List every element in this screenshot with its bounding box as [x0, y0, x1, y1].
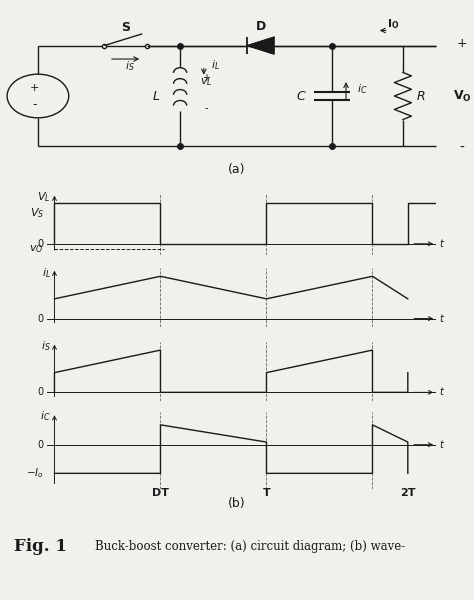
Text: +: +: [202, 73, 210, 83]
Text: $i_L$: $i_L$: [42, 266, 51, 280]
Text: $\mathbf{V_O}$: $\mathbf{V_O}$: [453, 88, 472, 104]
Text: $V_L$: $V_L$: [37, 190, 51, 204]
Text: R: R: [417, 89, 425, 103]
Text: $i_S$: $i_S$: [41, 340, 51, 353]
Text: 2T: 2T: [400, 488, 416, 498]
Text: $i_S$: $i_S$: [126, 59, 135, 73]
Text: Fig. 1: Fig. 1: [14, 538, 67, 555]
Text: S: S: [121, 20, 130, 34]
Text: DT: DT: [152, 488, 169, 498]
Text: t: t: [439, 388, 444, 397]
Text: $V_S$: $V_S$: [29, 206, 44, 220]
Text: (a): (a): [228, 163, 246, 176]
Text: $-I_o$: $-I_o$: [26, 466, 44, 480]
Text: t: t: [439, 314, 444, 323]
Polygon shape: [247, 37, 274, 54]
Text: T: T: [263, 488, 270, 498]
Text: $v_O$: $v_O$: [29, 243, 44, 255]
Text: $v_L$: $v_L$: [200, 77, 212, 88]
Text: $i_C$: $i_C$: [40, 409, 51, 423]
Text: 0: 0: [38, 388, 44, 397]
Text: t: t: [439, 440, 444, 449]
Text: Buck-boost converter: (a) circuit diagram; (b) wave-: Buck-boost converter: (a) circuit diagra…: [95, 540, 405, 553]
Text: +: +: [457, 37, 467, 50]
Text: 0: 0: [38, 239, 44, 249]
Text: D: D: [255, 20, 266, 32]
Text: +: +: [29, 83, 39, 92]
Text: C: C: [297, 89, 305, 103]
Text: -: -: [460, 141, 465, 155]
Text: -: -: [204, 103, 208, 113]
Text: $\mathbf{I_O}$: $\mathbf{I_O}$: [387, 17, 400, 31]
Text: $i_C$: $i_C$: [357, 82, 368, 96]
Text: L: L: [153, 89, 160, 103]
Text: -: -: [32, 98, 36, 111]
Text: $i_L$: $i_L$: [211, 58, 220, 72]
Text: (b): (b): [228, 497, 246, 510]
Text: 0: 0: [38, 314, 44, 323]
Text: 0: 0: [38, 440, 44, 449]
Text: t: t: [439, 239, 444, 249]
